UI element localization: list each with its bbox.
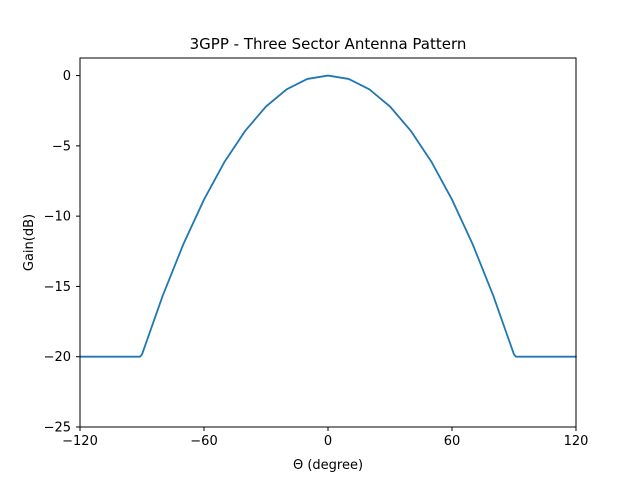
y-tick-label: −20 — [44, 350, 71, 365]
x-tick-label: 120 — [564, 434, 589, 449]
y-tick-label: 0 — [63, 69, 71, 84]
series-layer — [79, 74, 577, 358]
y-tick-label: −25 — [44, 421, 71, 436]
x-tick-label: −120 — [62, 434, 98, 449]
plot-frame — [79, 57, 577, 428]
series-line — [79, 74, 577, 358]
y-tick-label: −10 — [44, 210, 71, 225]
chart-title: 3GPP - Three Sector Antenna Pattern — [190, 35, 467, 53]
x-tick-label: −60 — [190, 434, 217, 449]
x-axis-ticks: −120 −60 0 60 120 — [62, 427, 588, 449]
y-tick-label: −15 — [44, 280, 71, 295]
plot-area — [80, 58, 576, 427]
x-tick-label: 60 — [444, 434, 461, 449]
y-axis-ticks: 0 −5 −10 −15 −20 −25 — [44, 69, 80, 436]
y-axis-label: Gain(dB) — [22, 214, 37, 271]
x-axis-label: Θ (degree) — [293, 458, 363, 473]
y-tick-label: −5 — [52, 139, 71, 154]
x-tick-label: 0 — [324, 434, 332, 449]
